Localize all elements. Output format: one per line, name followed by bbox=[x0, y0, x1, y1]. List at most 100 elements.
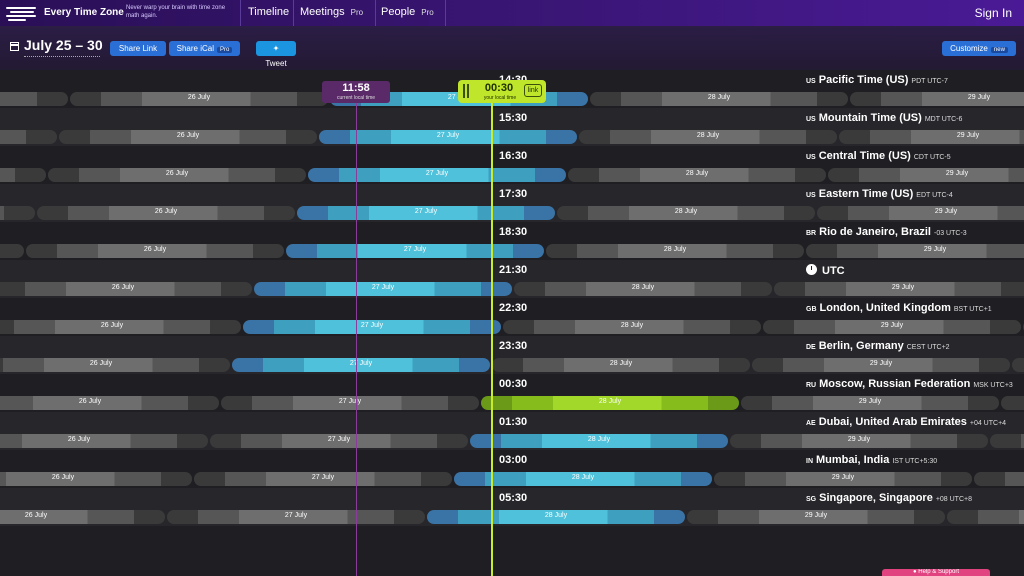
local-time-line[interactable] bbox=[491, 100, 493, 576]
day-bar[interactable]: 27 July bbox=[254, 282, 512, 296]
zone-row[interactable]: 26 July 27 July 28 July 29 July 01:30 AE Dubai… bbox=[0, 412, 1024, 450]
day-bar[interactable]: 26 July bbox=[26, 244, 284, 258]
zone-name[interactable]: IN Mumbai, India IST UTC+5:30 bbox=[806, 454, 937, 466]
zone-time: 05:30 bbox=[499, 492, 528, 504]
share-ical-button[interactable]: Share iCal Pro bbox=[169, 41, 240, 56]
day-bar[interactable]: 29 July bbox=[839, 130, 1024, 144]
day-label: 29 July bbox=[880, 322, 904, 329]
day-bar[interactable] bbox=[990, 434, 1024, 448]
day-bar[interactable]: 29 July bbox=[714, 472, 972, 486]
day-bar[interactable]: 26 July bbox=[0, 434, 208, 448]
day-bar[interactable] bbox=[0, 244, 24, 258]
zone-name[interactable]: DE Berlin, Germany CEST UTC+2 bbox=[806, 340, 950, 352]
day-bar[interactable]: 28 July bbox=[568, 168, 826, 182]
day-bar[interactable]: 26 July bbox=[0, 510, 165, 524]
day-bar[interactable]: 27 July bbox=[308, 168, 566, 182]
zone-row[interactable]: 26 July 27 July 28 July 29 July 17:30 US Easte… bbox=[0, 184, 1024, 222]
day-bar[interactable]: 26 July bbox=[0, 472, 192, 486]
zone-name[interactable]: UTC bbox=[806, 264, 845, 277]
day-bar[interactable]: 26 July bbox=[0, 396, 219, 410]
zone-name[interactable]: AE Dubai, United Arab Emirates +04 UTC+4 bbox=[806, 416, 1006, 428]
day-label: 28 July bbox=[707, 94, 731, 101]
day-bar[interactable] bbox=[947, 510, 1024, 524]
link-button[interactable]: link bbox=[524, 84, 542, 97]
nav-item-meetings[interactable]: Meetings Pro bbox=[300, 6, 363, 18]
day-bar[interactable]: 27 July bbox=[297, 206, 555, 220]
customize-button[interactable]: Customize new bbox=[942, 41, 1016, 56]
sign-in-link[interactable]: Sign In bbox=[974, 6, 1012, 20]
day-bar[interactable]: 29 July bbox=[741, 396, 999, 410]
zone-name[interactable]: SG Singapore, Singapore +08 UTC+8 bbox=[806, 492, 972, 504]
day-bar[interactable]: 29 July bbox=[774, 282, 1024, 296]
brand-name[interactable]: Every Time Zone bbox=[44, 7, 124, 18]
day-bar[interactable]: 28 July bbox=[503, 320, 761, 334]
day-bar[interactable] bbox=[1001, 396, 1024, 410]
day-bar[interactable]: 26 July bbox=[0, 358, 230, 372]
zone-row[interactable]: 26 July 27 July 28 July 29 July 16:30 US Centr… bbox=[0, 146, 1024, 184]
day-bar[interactable]: 26 July bbox=[0, 320, 241, 334]
calendar-icon[interactable] bbox=[10, 42, 19, 51]
day-bar[interactable] bbox=[0, 130, 57, 144]
zone-name[interactable]: US Eastern Time (US) EDT UTC-4 bbox=[806, 188, 953, 200]
drag-handle-icon[interactable] bbox=[463, 84, 469, 98]
day-bar[interactable]: 29 July bbox=[806, 244, 1024, 258]
day-bar[interactable]: 27 July bbox=[167, 510, 425, 524]
zone-row[interactable]: 26 July 27 July 28 July 29 July 22:30 GB Londo… bbox=[0, 298, 1024, 336]
day-bar[interactable]: 29 July bbox=[850, 92, 1024, 106]
zone-name[interactable]: US Central Time (US) CDT UTC-5 bbox=[806, 150, 951, 162]
day-bar[interactable]: 27 July bbox=[210, 434, 468, 448]
zone-row[interactable]: 26 July 27 July 28 July 29 July 21:30 UTC bbox=[0, 260, 1024, 298]
zone-name[interactable]: BR Rio de Janeiro, Brazil -03 UTC-3 bbox=[806, 226, 967, 238]
day-bar[interactable]: 27 July bbox=[319, 130, 577, 144]
day-bar[interactable] bbox=[0, 168, 46, 182]
zone-name[interactable]: RU Moscow, Russian Federation MSK UTC+3 bbox=[806, 378, 1013, 390]
nav-item-people[interactable]: People Pro bbox=[381, 6, 434, 18]
zone-row[interactable]: 26 July 27 July 28 July 29 July 00:30 RU Mosco… bbox=[0, 374, 1024, 412]
day-bar[interactable]: 28 July bbox=[590, 92, 848, 106]
day-bar[interactable]: 28 July bbox=[492, 358, 750, 372]
date-range[interactable]: July 25 – 30 bbox=[24, 37, 103, 53]
day-bar[interactable] bbox=[1012, 358, 1024, 372]
zone-name[interactable]: GB London, United Kingdom BST UTC+1 bbox=[806, 302, 992, 314]
day-bar[interactable]: 29 July bbox=[687, 510, 945, 524]
day-bar[interactable]: 29 July bbox=[763, 320, 1021, 334]
day-bar[interactable] bbox=[974, 472, 1024, 486]
day-bar[interactable]: 29 July bbox=[817, 206, 1024, 220]
day-bar[interactable]: 26 July bbox=[37, 206, 295, 220]
logo-icon[interactable] bbox=[6, 5, 40, 21]
day-bar[interactable]: 29 July bbox=[730, 434, 988, 448]
day-bar[interactable]: 27 July bbox=[194, 472, 452, 486]
zone-row[interactable]: 26 July 27 July 28 July 29 July 15:30 US Mount… bbox=[0, 108, 1024, 146]
day-bar[interactable]: 28 July bbox=[481, 396, 739, 410]
zone-row[interactable]: 26 July 27 July 28 July 29 July 18:30 BR Rio d… bbox=[0, 222, 1024, 260]
nav-item-timeline[interactable]: Timeline bbox=[248, 6, 289, 18]
zone-name[interactable]: US Pacific Time (US) PDT UTC-7 bbox=[806, 74, 948, 86]
day-bar[interactable]: 28 July bbox=[514, 282, 772, 296]
day-bar[interactable]: 29 July bbox=[828, 168, 1024, 182]
day-bar[interactable]: 28 July bbox=[427, 510, 685, 524]
day-bar[interactable] bbox=[0, 92, 68, 106]
day-bar[interactable]: 27 July bbox=[221, 396, 479, 410]
help-support-button[interactable]: ● Help & Support bbox=[882, 569, 990, 576]
day-bar[interactable]: 28 July bbox=[579, 130, 837, 144]
day-bar[interactable]: 26 July bbox=[48, 168, 306, 182]
local-time-marker[interactable]: 00:30 your local time link bbox=[458, 80, 546, 103]
zone-row[interactable]: 26 July 27 July 28 July 29 July 05:30 SG Singa… bbox=[0, 488, 1024, 526]
zone-name[interactable]: US Mountain Time (US) MDT UTC-6 bbox=[806, 112, 962, 124]
day-bar[interactable]: 27 July bbox=[286, 244, 544, 258]
day-bar[interactable]: 26 July bbox=[0, 282, 252, 296]
day-bar[interactable]: 26 July bbox=[70, 92, 328, 106]
day-bar[interactable]: 27 July bbox=[243, 320, 501, 334]
share-link-button[interactable]: Share Link bbox=[110, 41, 166, 56]
day-bar[interactable]: 28 July bbox=[546, 244, 804, 258]
zone-row[interactable]: 26 July 27 July 28 July 29 July 03:00 IN Mumba… bbox=[0, 450, 1024, 488]
day-bar[interactable]: 26 July bbox=[59, 130, 317, 144]
day-bar[interactable] bbox=[0, 206, 35, 220]
zone-row[interactable]: 26 July 27 July 28 July 29 July 23:30 DE Berli… bbox=[0, 336, 1024, 374]
day-bar[interactable]: 28 July bbox=[470, 434, 728, 448]
tweet-button[interactable]: ✦ Tweet bbox=[256, 41, 296, 68]
day-bar[interactable]: 29 July bbox=[752, 358, 1010, 372]
day-bar[interactable]: 27 July bbox=[232, 358, 490, 372]
day-bar[interactable]: 28 July bbox=[454, 472, 712, 486]
day-bar[interactable]: 28 July bbox=[557, 206, 815, 220]
